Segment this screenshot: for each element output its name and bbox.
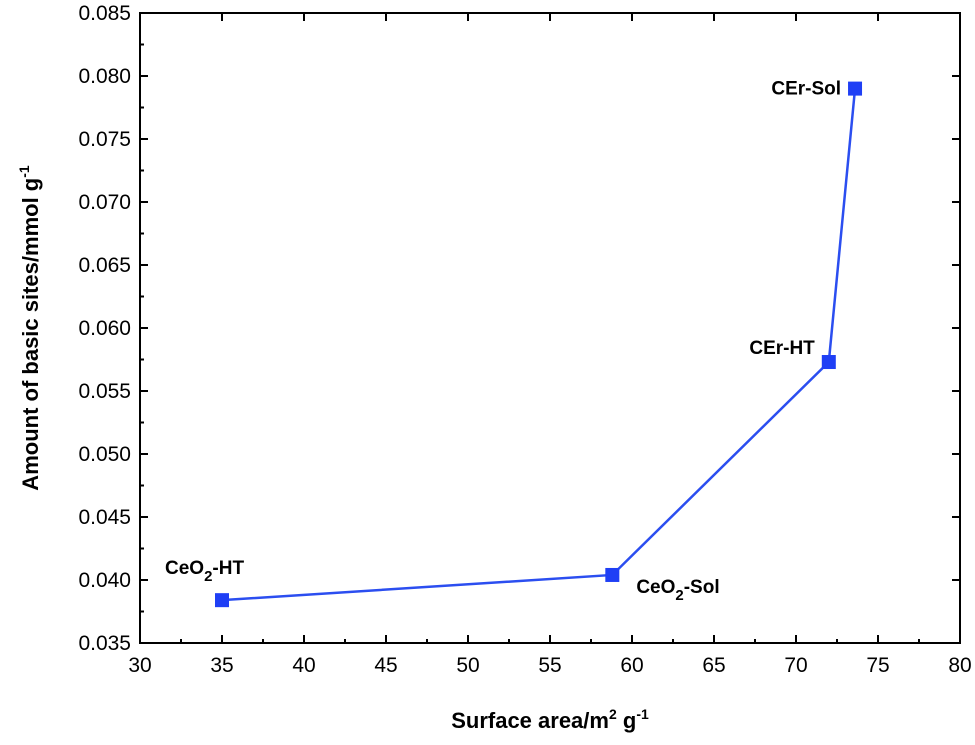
series-path — [221, 88, 857, 602]
y-tick-label: 0.035 — [78, 632, 131, 655]
series-line — [221, 88, 857, 602]
data-point-label: CeO2-HT — [165, 558, 244, 585]
y-tick-label: 0.060 — [78, 317, 131, 340]
data-point-marker — [605, 567, 620, 582]
y-axis: 0.035 0.040 0.045 0.050 0.055 0.060 0.065 0.070… — [78, 2, 960, 655]
x-tick-label: 35 — [210, 654, 233, 677]
y-tick-label: 0.065 — [78, 254, 131, 277]
y-tick-label: 0.085 — [78, 2, 131, 25]
data-point-label: CeO2-Sol — [636, 577, 719, 604]
data-point-label: CEr-HT — [749, 338, 815, 359]
x-tick-label: 65 — [702, 654, 725, 677]
point-labels: CeO2-HT CeO2-Sol CEr-HT CEr-Sol — [165, 79, 841, 604]
y-tick-label: 0.040 — [78, 569, 131, 592]
x-tick-label: 40 — [292, 654, 315, 677]
y-tick-label: 0.080 — [78, 65, 131, 88]
x-axis: 30 35 40 45 50 55 60 65 70 75 80 — [128, 13, 972, 677]
y-tick-label: 0.055 — [78, 380, 131, 403]
data-point-marker — [821, 355, 836, 370]
plot-frame — [139, 12, 961, 644]
y-tick-label: 0.045 — [78, 506, 131, 529]
x-tick-label: 70 — [784, 654, 807, 677]
y-axis-title: Amount of basic sites/mmol g-1 — [16, 165, 43, 491]
data-point-marker — [215, 593, 229, 608]
x-tick-label: 75 — [866, 654, 889, 677]
y-tick-label: 0.050 — [78, 443, 131, 466]
x-tick-label: 45 — [374, 654, 397, 677]
data-point-marker — [848, 81, 863, 96]
x-tick-label: 30 — [128, 654, 151, 677]
x-tick-label: 80 — [948, 654, 971, 677]
x-tick-label: 50 — [456, 654, 479, 677]
x-tick-label: 60 — [620, 654, 643, 677]
data-point-label: CEr-Sol — [771, 79, 841, 100]
x-tick-label: 55 — [538, 654, 561, 677]
series-markers — [215, 81, 863, 608]
y-tick-label: 0.075 — [78, 128, 131, 151]
x-axis-title: Surface area/m2 g-1 — [451, 706, 649, 733]
y-tick-label: 0.070 — [78, 191, 131, 214]
